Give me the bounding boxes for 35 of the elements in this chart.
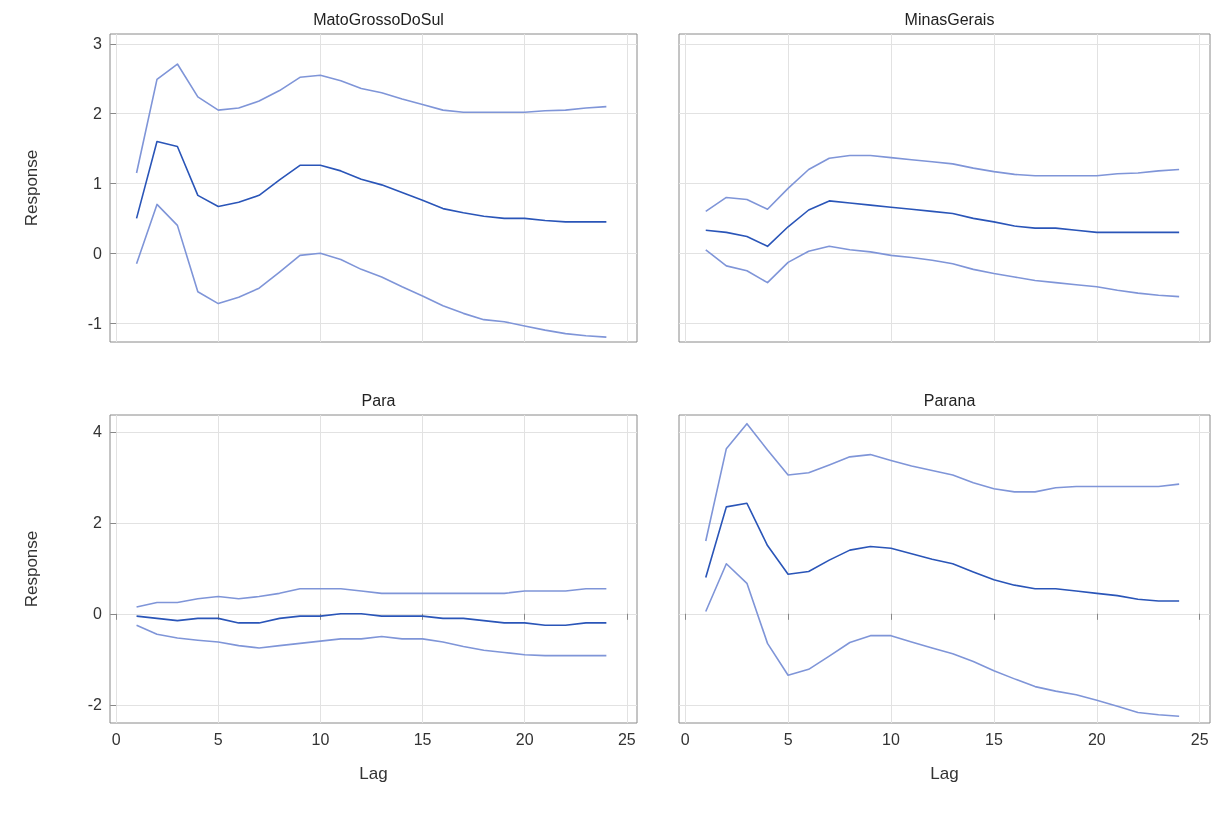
y-tick-label: -1 [87,314,103,332]
x-tick-label: 25 [617,730,636,748]
x-tick-label: 0 [680,730,690,748]
y-axis-title: Response [22,530,41,608]
chart-title: Parana [923,391,976,409]
x-tick-label: 10 [882,730,900,748]
y-tick-label: 2 [93,514,103,532]
y-tick-label: -2 [87,696,103,714]
x-tick-label: 5 [783,730,793,748]
x-tick-label: 20 [515,730,534,748]
line-series [135,63,608,174]
y-axis-title: Response [22,149,41,227]
x-tick-label: 10 [311,730,330,748]
x-tick-label: 0 [111,730,121,748]
line-series [135,624,608,657]
line-series [135,613,608,626]
line-series [135,587,608,608]
chart-title: MatoGrossoDoSul [313,10,444,28]
y-tick-label: 0 [93,244,103,262]
y-tick-label: 4 [93,423,103,441]
y-tick-label: 0 [93,605,103,623]
line-series [135,203,608,338]
x-tick-label: 15 [985,730,1003,748]
x-tick-label: 15 [413,730,432,748]
x-tick-label: 25 [1190,730,1209,748]
x-axis-title: Lag [930,764,959,783]
x-tick-label: 20 [1087,730,1106,748]
x-axis-title: Lag [359,764,388,783]
y-tick-label: 3 [93,35,103,53]
x-tick-label: 5 [213,730,223,748]
y-tick-label: 2 [93,105,103,123]
chart-title: MinasGerais [904,10,995,28]
y-tick-label: 1 [93,174,103,192]
line-series [135,140,608,223]
chart-title: Para [361,391,396,409]
